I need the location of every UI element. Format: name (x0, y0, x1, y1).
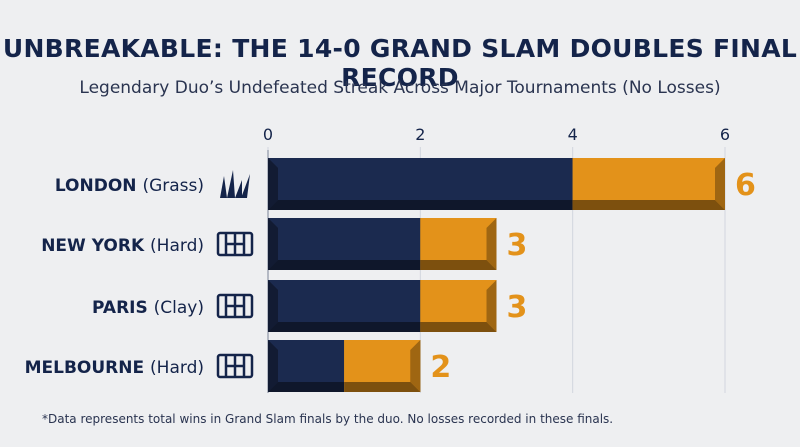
bar-segment-gold (420, 280, 497, 332)
category-label: LONDON (Grass) (55, 176, 204, 196)
bar-segment-navy (268, 340, 345, 392)
grass-icon (220, 170, 250, 198)
bar-segment-navy (268, 280, 421, 332)
chart-title: UNBREAKABLE: THE 14-0 GRAND SLAM DOUBLES… (2, 34, 798, 92)
chart-subtitle: Legendary Duo’s Undefeated Streak Across… (79, 78, 721, 98)
bar-segment-gold (572, 158, 725, 210)
footnote: *Data represents total wins in Grand Sla… (42, 412, 614, 426)
total-value-label: 3 (507, 290, 528, 325)
x-tick-label: 0 (263, 125, 273, 144)
bar-segment-gold (420, 218, 497, 270)
total-value-label: 3 (507, 228, 528, 263)
x-tick-label: 6 (720, 125, 730, 144)
court-icon (216, 231, 254, 257)
court-icon (216, 293, 254, 319)
category-label: PARIS (Clay) (92, 298, 204, 318)
bar-segment-gold (344, 340, 421, 392)
x-tick-label: 4 (568, 125, 578, 144)
total-value-label: 2 (430, 350, 451, 385)
x-tick-label: 2 (415, 125, 425, 144)
bar-segment-navy (268, 218, 421, 270)
court-icon (216, 353, 254, 379)
bar-segment-navy (268, 158, 573, 210)
total-value-label: 6 (735, 168, 756, 203)
category-label: NEW YORK (Hard) (41, 236, 204, 256)
category-label: MELBOURNE (Hard) (25, 358, 204, 378)
